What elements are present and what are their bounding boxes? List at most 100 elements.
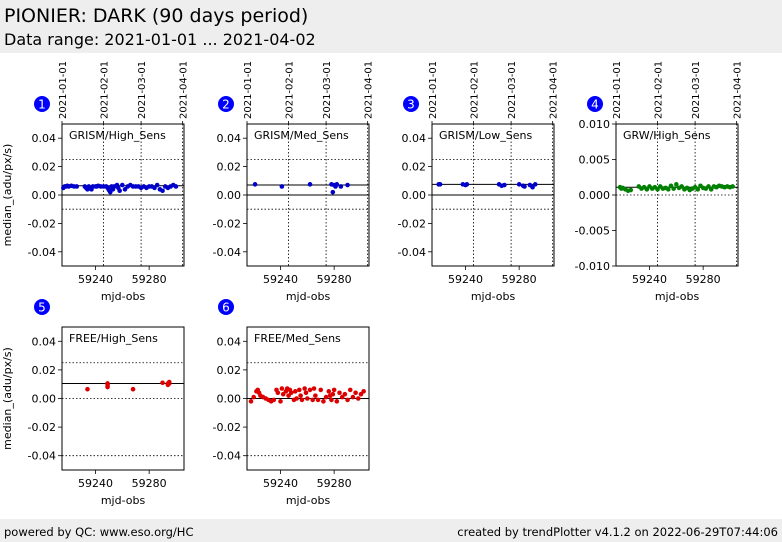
- data-point: [279, 184, 285, 189]
- plot-title: GRISM/Low_Sens: [439, 129, 532, 142]
- data-point: [334, 182, 340, 187]
- data-point: [331, 387, 337, 393]
- y-tick-label: 0.00: [217, 189, 242, 202]
- y-tick-label: -0.02: [398, 217, 426, 230]
- data-point: [154, 182, 160, 188]
- plot-title: GRISM/High_Sens: [69, 129, 166, 142]
- footer-bar: powered by QC: www.eso.org/HC created by…: [0, 519, 782, 542]
- data-point: [674, 182, 679, 187]
- data-point: [117, 188, 122, 194]
- data-point: [628, 187, 634, 193]
- data-point: [251, 394, 257, 400]
- data-point: [338, 184, 344, 189]
- panel-number-badge: [218, 299, 234, 315]
- y-tick-label: -0.02: [213, 421, 241, 434]
- date-tick-label: 2021-04-01: [733, 61, 744, 119]
- panel-number-badge: [218, 96, 234, 112]
- x-axis-label: mjd-obs: [101, 290, 146, 303]
- date-tick-label: 2021-03-01: [507, 61, 518, 119]
- data-point: [305, 396, 310, 401]
- date-tick-label: 2021-03-01: [137, 61, 148, 119]
- data-point: [516, 182, 522, 187]
- data-point: [318, 387, 324, 393]
- date-tick-label: 2021-03-01: [322, 61, 333, 119]
- data-point: [326, 389, 332, 394]
- y-tick-label: -0.04: [213, 246, 241, 259]
- data-point: [307, 182, 313, 187]
- data-point: [278, 399, 283, 404]
- data-point: [502, 182, 507, 188]
- date-tick-label: 2021-02-01: [654, 61, 665, 119]
- data-point: [532, 182, 538, 187]
- y-tick-label: 0.02: [402, 161, 427, 174]
- y-tick-label: -0.04: [28, 450, 56, 463]
- panel-number: 3: [407, 98, 415, 112]
- x-tick-label: 59240: [263, 477, 298, 490]
- y-tick-label: -0.010: [575, 260, 610, 273]
- panel-number: 2: [222, 98, 230, 112]
- x-tick-label: 59280: [502, 273, 537, 286]
- date-tick-label: 2021-01-01: [428, 61, 439, 119]
- data-point: [298, 393, 303, 398]
- y-tick-label: 0.000: [579, 189, 611, 202]
- data-point: [315, 397, 321, 403]
- chart-panel-1: 2021-01-01 2021-02-01 2021-03-01 2021-04-01…: [1, 61, 190, 303]
- data-point: [288, 390, 294, 396]
- plot-title: GRISM/Med_Sens: [254, 129, 349, 142]
- x-axis-label: mjd-obs: [471, 290, 516, 303]
- plot-title: FREE/High_Sens: [69, 332, 158, 345]
- data-point: [311, 386, 317, 391]
- y-tick-label: -0.04: [28, 246, 56, 259]
- data-point: [307, 387, 313, 393]
- panel-number: 1: [38, 98, 46, 112]
- data-point: [313, 393, 318, 398]
- panel-number-badge: [34, 96, 50, 112]
- date-tick-label: 2021-01-01: [612, 61, 623, 119]
- date-tick-label: 2021-04-01: [549, 61, 560, 119]
- data-point: [353, 390, 358, 396]
- y-tick-label: -0.02: [28, 217, 56, 230]
- x-tick-label: 59240: [448, 273, 483, 286]
- plot-title: GRW/High_Sens: [623, 129, 711, 142]
- y-tick-label: 0.010: [579, 118, 611, 131]
- data-point: [173, 184, 179, 189]
- y-tick-label: 0.04: [32, 132, 57, 145]
- data-point: [85, 386, 90, 392]
- date-tick-label: 2021-02-01: [100, 61, 111, 119]
- panel-number-badge: [34, 299, 50, 315]
- data-point: [160, 380, 165, 386]
- y-tick-label: -0.04: [213, 450, 241, 463]
- chart-panel-6: -0.04 -0.02 0.00 0.02 0.04 59240 59280 mjd-obs F…: [213, 299, 370, 507]
- data-point: [464, 182, 470, 187]
- data-point: [302, 386, 307, 391]
- data-point: [294, 396, 299, 401]
- data-point: [271, 397, 277, 403]
- y-tick-label: 0.00: [32, 189, 57, 202]
- data-point: [120, 182, 125, 188]
- panel-number: 5: [38, 301, 46, 315]
- panel-number: 6: [222, 301, 230, 315]
- data-point: [342, 391, 348, 397]
- y-tick-label: 0.04: [32, 335, 57, 348]
- date-tick-label: 2021-04-01: [364, 61, 375, 119]
- panel-number: 4: [591, 98, 599, 112]
- panel-number-badge: [587, 96, 603, 112]
- x-tick-label: 59240: [78, 477, 113, 490]
- footer-credit: powered by QC: www.eso.org/HC: [4, 525, 194, 539]
- data-point: [105, 381, 110, 386]
- data-point: [279, 386, 285, 391]
- y-tick-label: 0.02: [217, 364, 242, 377]
- data-point: [160, 188, 165, 194]
- data-point: [292, 389, 298, 394]
- data-point: [337, 390, 342, 396]
- data-point: [275, 390, 281, 396]
- x-axis-label: mjd-obs: [286, 494, 331, 507]
- x-tick-label: 59280: [686, 273, 721, 286]
- y-axis-label: median_(adu/px/s): [1, 144, 14, 247]
- data-point: [671, 186, 676, 191]
- y-tick-label: 0.02: [217, 161, 242, 174]
- date-tick-label: 2021-01-01: [243, 61, 254, 119]
- data-point: [166, 381, 172, 386]
- data-point: [347, 387, 353, 393]
